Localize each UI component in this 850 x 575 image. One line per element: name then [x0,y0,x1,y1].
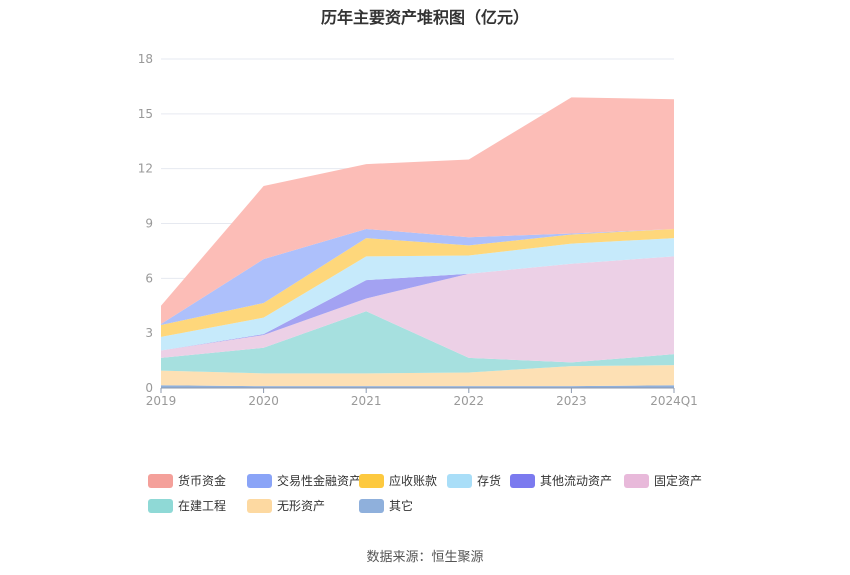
legend-item[interactable]: 无形资产 [247,497,325,514]
legend-item[interactable]: 其他流动资产 [510,472,612,489]
legend-item[interactable]: 应收账款 [359,472,437,489]
legend-swatch [359,473,384,488]
legend-label: 其他流动资产 [540,474,613,488]
y-tick-label: 9 [145,217,153,231]
legend-label: 在建工程 [178,499,227,513]
legend-item[interactable]: 其它 [359,497,413,514]
legend-label: 其它 [389,499,414,513]
y-tick-label: 18 [138,52,153,66]
legend-item[interactable]: 交易性金融资产 [247,472,361,489]
chart-title: 历年主要资产堆积图（亿元） [320,8,529,27]
legend-label: 存货 [477,474,502,488]
y-tick-label: 12 [138,162,153,176]
area-应收账款 [161,228,674,337]
y-tick-label: 3 [145,326,153,340]
area-存货 [161,238,674,351]
legend-label: 无形资产 [277,499,326,513]
area-无形资产 [161,365,674,387]
y-tick-label: 6 [145,271,153,285]
area-在建工程 [161,311,674,374]
area-其它 [161,385,674,388]
legend-swatch [624,473,649,488]
legend-swatch [447,473,472,488]
legend-label: 应收账款 [389,474,438,488]
x-tick-label: 2021 [351,394,382,408]
legend-item[interactable]: 在建工程 [148,497,226,514]
legend-swatch [148,498,173,513]
area-固定资产 [161,256,674,363]
area-货币资金 [161,97,674,325]
x-tick-label: 2022 [454,394,485,408]
legend-swatch [247,473,272,488]
legend-swatch [510,473,535,488]
legend-item[interactable]: 存货 [447,472,501,489]
legend-swatch [359,498,384,513]
y-tick-label: 0 [145,381,153,395]
legend-swatch [148,473,173,488]
x-tick-label: 2024Q1 [650,394,698,408]
legend-label: 固定资产 [654,474,703,488]
x-tick-label: 2019 [146,394,177,408]
legend-swatch [247,498,272,513]
legend-label: 货币资金 [178,474,227,488]
x-tick-label: 2020 [248,394,279,408]
data-source: 数据来源：恒生聚源 [366,550,484,565]
x-tick-label: 2023 [556,394,587,408]
area-交易性金融资产 [161,228,674,325]
legend-item[interactable]: 固定资产 [624,472,702,489]
legend-label: 交易性金融资产 [277,474,362,488]
y-tick-label: 15 [138,107,153,121]
legend-item[interactable]: 货币资金 [148,472,226,489]
